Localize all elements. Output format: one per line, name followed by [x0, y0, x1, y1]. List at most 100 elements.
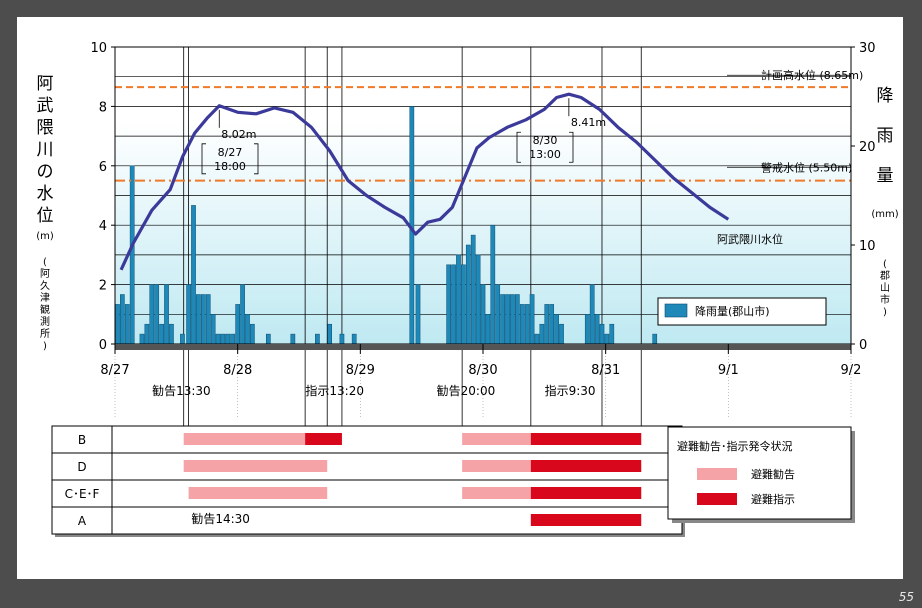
rainfall-bar — [169, 323, 174, 345]
callout-label: 勧告14:30 — [191, 512, 250, 526]
table-row-label: D — [77, 460, 86, 474]
rain-legend-swatch — [664, 303, 688, 318]
x-tick-label: 8/28 — [223, 363, 252, 378]
left-axis-station-char: 久 — [40, 280, 50, 292]
rainfall-bar — [524, 304, 530, 345]
rainfall-bar — [446, 264, 451, 345]
rainfall-bar — [290, 333, 296, 345]
flood-chart: 計画高水位 (8.65m)警戒水位 (5.50m)阿武隈川水位8.02m8/27… — [36, 41, 899, 537]
rainfall-bar — [129, 165, 135, 345]
rainfall-bar — [609, 323, 615, 345]
evacuation-bar-order — [530, 514, 642, 526]
rainfall-bar — [220, 333, 226, 345]
left-axis-station-char: 観 — [40, 303, 50, 316]
left-tick-label: 10 — [90, 41, 107, 56]
right-axis-title-char: 量 — [877, 166, 894, 186]
rainfall-bar — [191, 205, 196, 345]
rainfall-bar — [549, 304, 555, 345]
rainfall-bar — [584, 314, 590, 345]
left-axis-unit: (m) — [36, 231, 54, 242]
rainfall-bar — [139, 333, 145, 345]
evacuation-bar-advisory — [183, 460, 328, 472]
evacuation-bar-order — [530, 433, 642, 445]
left-axis-title-char: 位 — [37, 206, 54, 226]
peak-bracket-left — [516, 131, 521, 163]
rainfall-bar — [470, 234, 476, 345]
left-axis-station-char: 津 — [40, 292, 50, 304]
right-tick-label: 20 — [859, 140, 876, 155]
left-axis-station-char: 阿 — [40, 268, 50, 280]
water-level-label: 阿武隈川水位 — [717, 232, 783, 246]
rain-legend-label: 降雨量(郡山市) — [695, 304, 770, 318]
left-tick-label: 6 — [99, 160, 107, 175]
left-axis-station-char: ) — [43, 341, 47, 352]
rainfall-bar — [315, 333, 320, 345]
rainfall-bar — [351, 333, 357, 345]
rainfall-bar — [534, 333, 540, 345]
rainfall-bar — [205, 294, 211, 345]
callout-label: 指示13:20 — [305, 383, 364, 398]
evacuation-bar-order — [530, 487, 642, 499]
right-tick-label: 0 — [859, 338, 867, 353]
rainfall-bar — [154, 284, 160, 345]
evac-legend-title: 避難勧告･指示発令状況 — [677, 439, 793, 453]
rainfall-bar — [265, 333, 271, 345]
x-tick-label: 8/30 — [468, 363, 497, 378]
rainfall-bar — [465, 244, 471, 345]
rainfall-bar — [480, 284, 486, 345]
left-axis-title-char: の — [37, 162, 54, 182]
left-tick-label: 0 — [99, 338, 107, 353]
table-row-label: A — [78, 514, 87, 528]
rainfall-bar — [500, 294, 505, 345]
peak-value: 8.41m — [571, 116, 606, 129]
evacuation-bar-advisory — [188, 487, 328, 499]
rainfall-bar — [594, 314, 600, 345]
rainfall-bar — [515, 294, 520, 345]
reference-label: 計画高水位 (8.65m) — [761, 68, 863, 82]
right-tick-label: 10 — [859, 239, 876, 254]
rainfall-bar — [225, 333, 231, 345]
evacuation-bar-order — [305, 433, 342, 445]
rainfall-bar — [210, 314, 216, 345]
evac-legend-order-label: 避難指示 — [751, 492, 795, 506]
rainfall-bar — [327, 323, 333, 345]
rainfall-bar — [505, 294, 510, 345]
left-axis-station-char: ( — [43, 257, 47, 268]
rainfall-bar — [519, 304, 525, 345]
rainfall-bar — [559, 323, 564, 345]
rainfall-bar — [415, 284, 421, 345]
left-axis-station-char: 所 — [40, 328, 50, 340]
rainfall-bar — [339, 333, 345, 345]
evacuation-bar-advisory — [462, 433, 531, 445]
rainfall-bar — [544, 304, 550, 345]
left-axis-title-char: 阿 — [37, 74, 54, 94]
rainfall-bar — [485, 314, 491, 345]
peak-time: 18:00 — [214, 160, 246, 173]
rainfall-bar — [159, 323, 164, 345]
rainfall-bar — [196, 294, 201, 345]
peak-bracket-right — [569, 131, 574, 163]
left-axis-title-char: 水 — [37, 184, 54, 204]
right-axis-title-char: 降 — [877, 86, 894, 106]
rainfall-bar — [230, 333, 236, 345]
water-level-line — [119, 92, 730, 271]
rainfall-bar — [529, 294, 535, 345]
rainfall-bar — [180, 333, 185, 345]
left-tick-label: 8 — [99, 100, 107, 115]
callout-label: 勧告13:30 — [152, 384, 211, 398]
left-tick-label: 2 — [99, 279, 107, 294]
rainfall-bar — [554, 314, 559, 345]
right-axis-station-char: 山 — [880, 282, 890, 294]
slide: 計画高水位 (8.65m) 警戒水位 (5.50m) 阿武隈川水位 8.02m 8/27… — [17, 17, 903, 579]
rainfall-bar — [539, 323, 545, 345]
rainfall-bar — [461, 264, 466, 345]
rainfall-bar — [475, 254, 481, 345]
evacuation-bar-advisory — [462, 460, 531, 472]
callout-label: 指示9:30 — [545, 383, 596, 398]
rainfall-bar — [149, 284, 155, 345]
rainfall-bar — [115, 304, 120, 345]
rainfall-bar — [451, 264, 456, 345]
evacuation-bar-advisory — [462, 487, 531, 499]
rainfall-bar — [490, 224, 496, 345]
right-axis-station-char: 郡 — [880, 270, 890, 282]
